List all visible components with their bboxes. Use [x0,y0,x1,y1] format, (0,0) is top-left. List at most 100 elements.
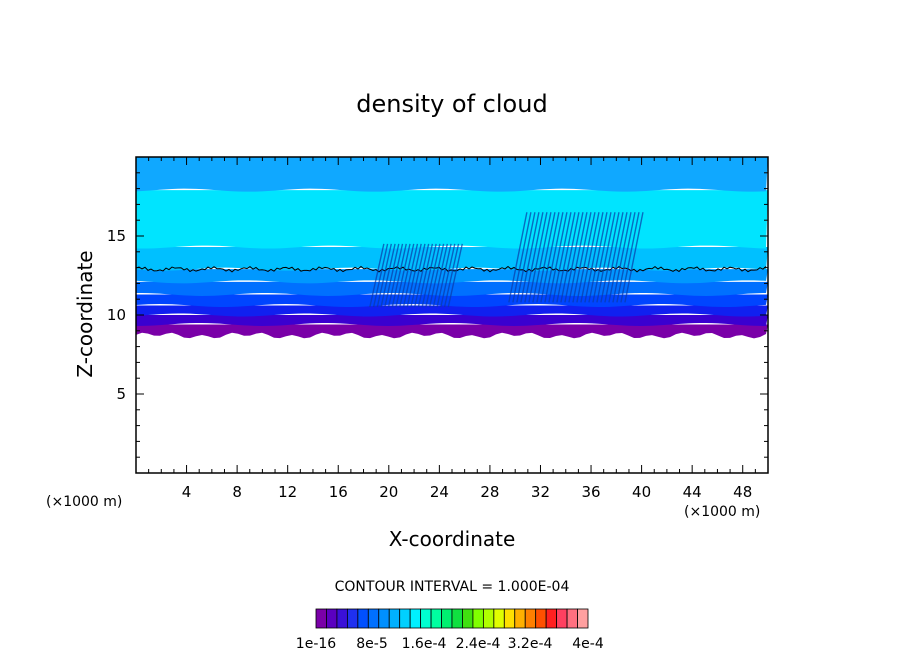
wave-stroke [402,243,419,308]
wave-stroke [436,243,452,308]
wave-stroke [536,212,556,303]
wave-stroke [612,212,632,303]
colorbar-swatch [577,608,589,629]
wave-stroke [516,212,536,303]
colorbar-swatch [399,608,411,629]
colorbar-swatch [451,608,463,629]
chart-title: density of cloud [356,90,547,118]
x-axis-label: X-coordinate [389,527,516,551]
wave-stroke [421,243,437,308]
wave-stroke [410,243,426,308]
wave-stroke [447,243,463,308]
colorbar-swatch [556,608,568,629]
wave-stroke [564,212,584,303]
x-unit-left: (×1000 m) [46,494,122,510]
wave-stroke [568,212,588,303]
colorbar-swatch [326,608,338,629]
x-unit-right: (×1000 m) [684,504,760,520]
colorbar-swatch [336,608,348,629]
x-tick-label: 40 [632,483,651,501]
colorbar-swatch [346,608,359,629]
wave-stroke [413,243,430,308]
colorbar-label: 4e-4 [572,636,604,652]
y-tick-label: 15 [107,227,126,245]
wave-stroke [588,212,608,303]
x-tick-label: 4 [182,483,192,501]
wave-stroke [387,243,404,308]
wave-stroke [540,212,560,303]
colorbar-swatch [566,608,578,629]
contour-interval: CONTOUR INTERVAL = 1.000E-04 [335,579,570,595]
colorbar-swatch [493,608,505,629]
colorbar-swatch [535,608,547,629]
wave-stroke [624,212,644,303]
wave-stroke [524,212,544,303]
wave-stroke [399,243,415,308]
wave-stroke [608,212,628,303]
wave-stroke [395,243,411,308]
colorbar-swatch [503,608,516,629]
x-tick-label: 48 [733,483,752,501]
y-axis-label: Z-coordinate [73,250,97,377]
wave-stroke [556,212,576,303]
wave-stroke [584,212,604,303]
wave-stroke [512,212,532,303]
colorbar-label: 1e-16 [296,636,336,652]
cloud-band [136,315,768,326]
wave-stroke [443,243,460,308]
cloud-band [136,305,768,317]
wave-stroke [391,243,407,308]
wave-stroke [544,212,564,303]
x-tick-label: 24 [430,483,449,501]
wave-stroke [620,212,640,303]
x-tick-label: 32 [531,483,550,501]
colorbar-swatch [430,608,442,629]
wave-stroke [520,212,540,303]
wave-stroke [604,212,624,303]
wave-stroke [406,243,422,308]
wave-stroke [572,212,592,303]
plot-area [136,157,768,339]
wave-stroke [600,212,620,303]
wave-stroke [616,212,636,303]
wave-stroke [560,212,580,303]
cloud-band [136,324,768,339]
wave-stroke [432,243,449,308]
x-tick-label: 36 [581,483,600,501]
colorbar-swatch [409,608,422,629]
x-tick-label: 8 [232,483,242,501]
colorbar-swatch [524,608,537,629]
colorbar-swatch [420,608,432,629]
x-tick-label: 44 [683,483,702,501]
colorbar-swatch [378,608,390,629]
wave-stroke [508,212,528,303]
colorbar-label: 3.2e-4 [508,636,553,652]
colorbar-swatch [357,608,369,629]
x-tick-label: 16 [329,483,348,501]
wave-stroke [425,243,441,308]
wave-stroke [380,243,396,308]
colorbar-swatch [367,608,380,629]
colorbar-label: 1.6e-4 [402,636,447,652]
wave-stroke [369,243,385,308]
wave-stroke [440,243,456,308]
colorbar-swatch [545,608,558,629]
y-tick-label: 5 [116,385,126,403]
colorbar-swatch [472,608,484,629]
wave-stroke [428,243,445,308]
wave-stroke [576,212,596,303]
cloud-band [136,294,768,308]
colorbar-label: 8e-5 [356,636,387,652]
colorbar-swatch [388,608,401,629]
wave-stroke [376,243,392,308]
colorbar-swatch [441,608,453,629]
y-tick-label: 10 [107,306,126,324]
wave-stroke [552,212,572,303]
colorbar-swatch [462,608,474,629]
wave-stroke [596,212,616,303]
x-tick-label: 12 [278,483,297,501]
contour-line [136,265,767,273]
colorbar-swatch [482,608,495,629]
